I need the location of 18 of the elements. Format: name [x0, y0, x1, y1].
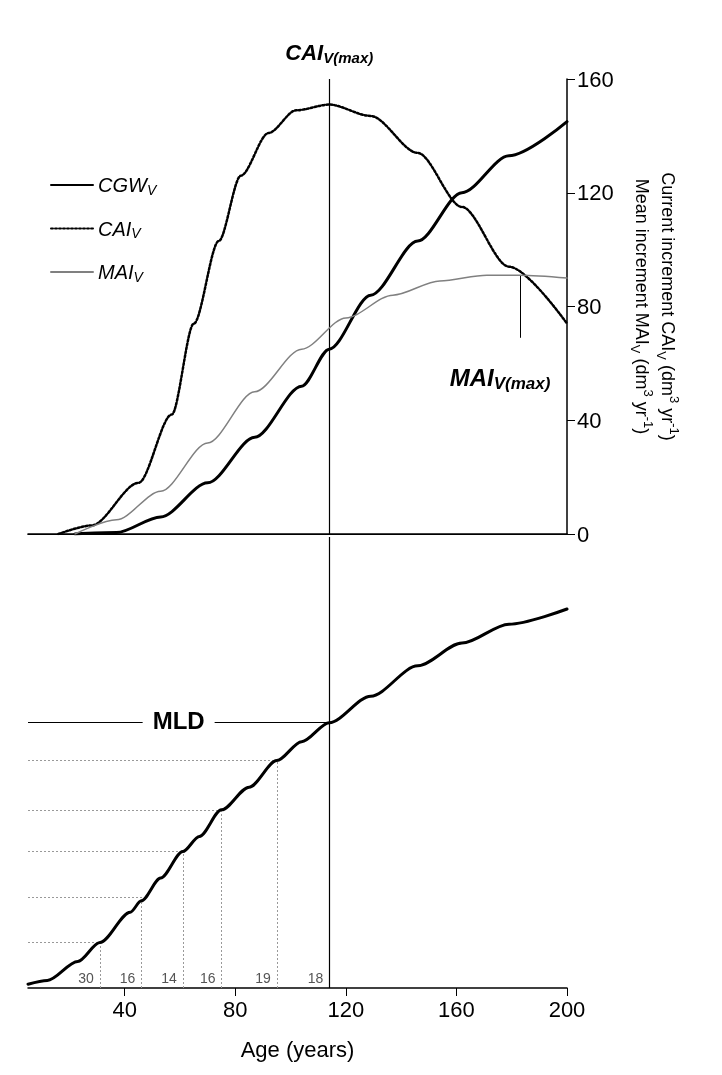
- x-tick-label: 40: [112, 996, 137, 1022]
- x-tick-label: 200: [548, 996, 586, 1022]
- x-tick-label: 80: [223, 996, 248, 1022]
- y-tick-label: 80: [577, 294, 602, 319]
- x-axis-title: Age (years): [240, 1036, 355, 1062]
- annotation: 30: [78, 970, 95, 986]
- x-tick-label: 120: [327, 996, 365, 1022]
- y-tick-label: 120: [577, 180, 614, 206]
- y-tick-label: 0: [577, 521, 590, 547]
- ref-line-label: MLD: [152, 707, 205, 735]
- annotation: 18: [307, 970, 324, 986]
- annotation: 19: [255, 970, 271, 986]
- x-tick-label: 160: [438, 996, 475, 1022]
- annotation: 16: [199, 970, 216, 986]
- annotation: 16: [119, 970, 136, 986]
- annotation: 14: [161, 970, 177, 986]
- y-tick-label: 160: [577, 66, 614, 92]
- y-tick-label: 40: [577, 407, 602, 433]
